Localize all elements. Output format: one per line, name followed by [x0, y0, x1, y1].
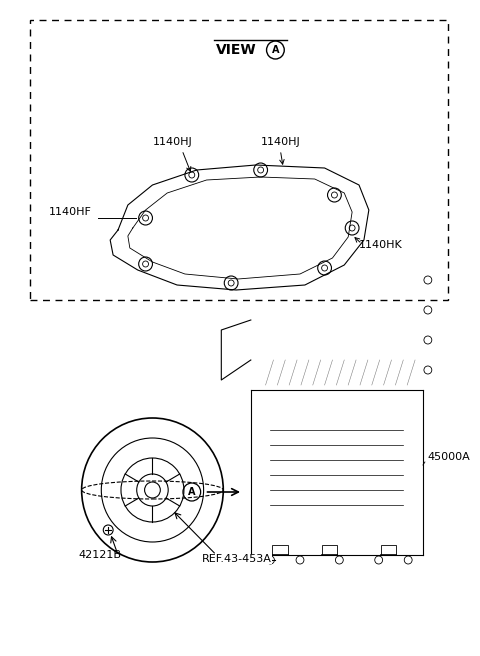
Text: REF.43-453A: REF.43-453A — [202, 554, 272, 564]
Text: 1140HJ: 1140HJ — [261, 137, 300, 147]
Text: 1140HJ: 1140HJ — [153, 137, 192, 147]
Text: 1140HF: 1140HF — [49, 207, 92, 217]
Bar — [322, 545, 337, 555]
Bar — [381, 545, 396, 555]
Text: 1140HK: 1140HK — [359, 240, 403, 250]
Bar — [29, 20, 447, 300]
Text: A: A — [272, 45, 279, 55]
Text: A: A — [188, 487, 195, 497]
Text: 42121B: 42121B — [79, 550, 122, 560]
Text: 45000A: 45000A — [428, 452, 470, 462]
Bar — [273, 545, 288, 555]
Text: VIEW: VIEW — [216, 43, 256, 57]
